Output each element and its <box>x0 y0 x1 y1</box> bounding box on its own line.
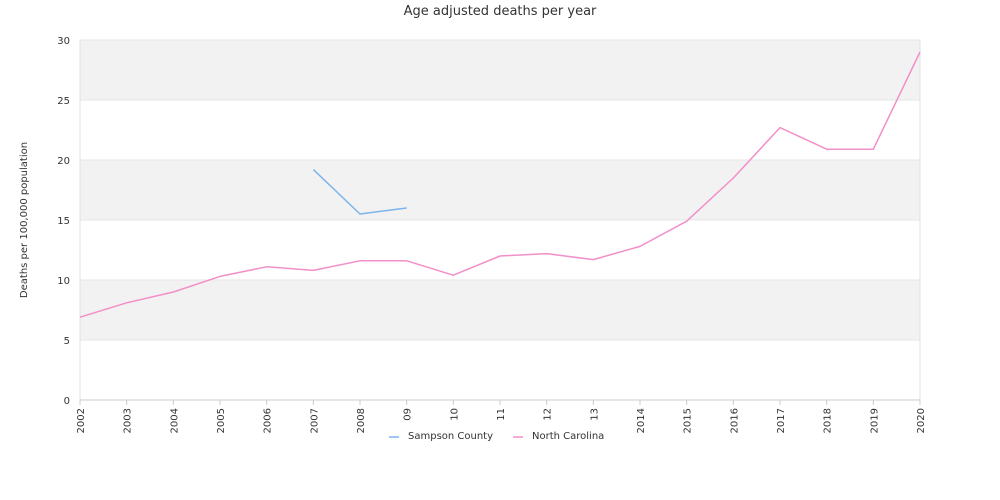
plot-band <box>80 280 920 340</box>
x-tick-label: 2018 <box>823 408 834 433</box>
legend-label[interactable]: Sampson County <box>408 431 493 442</box>
plot-band <box>80 160 920 220</box>
x-tick-label: 2003 <box>123 408 134 433</box>
y-tick-label: 15 <box>57 216 70 227</box>
x-tick-label: 2020 <box>916 408 927 433</box>
x-tick-label: 13 <box>589 408 600 421</box>
x-tick-label: 2016 <box>729 408 740 433</box>
y-axis-label: Deaths per 100,000 population <box>19 142 30 298</box>
series-lines <box>79 51 921 318</box>
x-tick-label: 2008 <box>356 408 367 433</box>
x-tick-label: 10 <box>449 408 460 421</box>
chart-title: Age adjusted deaths per year <box>404 4 597 19</box>
x-tick-label: 09 <box>403 408 414 421</box>
legend[interactable]: Sampson County North Carolina <box>389 431 604 442</box>
y-tick-label: 20 <box>57 156 70 167</box>
y-tick-label: 30 <box>57 36 70 47</box>
series-line-1[interactable] <box>79 51 921 318</box>
x-tick-label: 2006 <box>263 408 274 433</box>
plot-bands <box>80 40 920 340</box>
x-tick-label: 2007 <box>309 408 320 433</box>
plot-band <box>80 40 920 100</box>
x-tick-label: 2019 <box>869 408 880 433</box>
x-axis-ticks: 2002 2003 2004 2005 2006 2007 2008 09 10 11 12 13 20… <box>76 400 927 433</box>
y-axis-ticks: 0 5 10 15 20 25 30 <box>57 36 70 407</box>
y-tick-label: 25 <box>57 96 70 107</box>
x-tick-label: 2015 <box>683 408 694 433</box>
x-tick-label: 2017 <box>776 408 787 433</box>
x-tick-label: 11 <box>496 408 507 421</box>
x-tick-label: 2002 <box>76 408 87 433</box>
series-line-0[interactable] <box>312 169 407 215</box>
x-tick-label: 12 <box>543 408 554 421</box>
x-tick-label: 2004 <box>169 408 180 433</box>
y-tick-label: 10 <box>57 276 70 287</box>
legend-label[interactable]: North Carolina <box>532 431 604 442</box>
x-tick-label: 2005 <box>216 408 227 433</box>
x-tick-label: 2014 <box>636 408 647 433</box>
y-tick-label: 5 <box>64 336 70 347</box>
y-tick-label: 0 <box>64 396 70 407</box>
